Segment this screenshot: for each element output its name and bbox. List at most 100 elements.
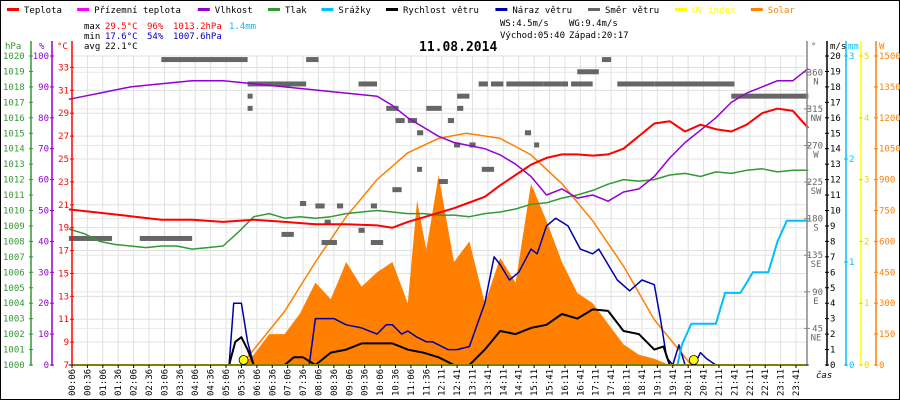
- wind-direction-mark: [457, 105, 464, 111]
- pressure-tick-label: 1019: [3, 67, 25, 77]
- temperature-tick-label: 21: [58, 201, 69, 211]
- wind-direction-mark: [386, 105, 399, 111]
- legend-label: Tlak: [285, 6, 307, 16]
- uv-tick-label: 0: [864, 361, 869, 371]
- direction-tick-label: S: [813, 224, 818, 234]
- humidity-tick-label: 0: [44, 361, 49, 371]
- wind-direction-mark: [392, 187, 402, 193]
- x-tick-label: 18:11: [623, 369, 633, 396]
- pressure-tick-label: 1013: [3, 160, 25, 170]
- x-tick-label: 09:36: [361, 369, 371, 396]
- x-tick-label: 02:36: [145, 369, 155, 396]
- pressure-tick-label: 1002: [3, 330, 25, 340]
- wind-direction-mark: [426, 105, 442, 111]
- wind-direction-mark: [321, 240, 337, 246]
- direction-tick-label: NW: [811, 114, 822, 124]
- wind-direction-mark: [438, 179, 448, 185]
- wind-direction-mark: [617, 81, 655, 87]
- wind-speed-tick-label: 12: [830, 176, 841, 186]
- humidity-unit: %: [39, 42, 45, 52]
- temperature-tick-label: 19: [58, 224, 69, 234]
- temperature-tick-label: 23: [58, 178, 69, 188]
- wind-direction-mark: [395, 118, 405, 124]
- solar-tick-label: 1200: [879, 114, 900, 124]
- pressure-tick-label: 1001: [3, 346, 25, 356]
- humidity-tick-label: 40: [38, 237, 49, 247]
- x-tick-label: 06:36: [268, 369, 278, 396]
- stat-ws: WS:4.5m/s: [500, 19, 549, 29]
- sunset-marker: [688, 355, 699, 365]
- series-solar-theoretical: [240, 132, 692, 366]
- wind-direction-mark: [534, 142, 540, 148]
- x-tick-label: 08:36: [330, 369, 340, 396]
- humidity-tick-label: 60: [38, 176, 49, 186]
- pressure-tick-label: 1004: [3, 299, 25, 309]
- pressure-tick-label: 1014: [3, 145, 25, 155]
- temperature-tick-label: 29: [58, 109, 69, 119]
- x-tick-label: 19:41: [669, 369, 679, 396]
- pressure-tick-label: 1007: [3, 253, 25, 263]
- wind-direction-mark: [247, 93, 253, 99]
- uv-tick-label: 5: [864, 52, 869, 62]
- humidity-tick-label: 10: [38, 330, 49, 340]
- wind-speed-tick-label: 6: [830, 268, 835, 278]
- direction-tick-value: 90: [812, 288, 823, 298]
- solar-tick-label: 300: [879, 299, 895, 309]
- direction-tick-label: E: [813, 297, 818, 307]
- rain-tick-label: 2: [849, 155, 854, 165]
- wind-speed-tick-label: 18: [830, 83, 841, 93]
- legend-swatch: [495, 8, 508, 11]
- wind-speed-tick-label: 5: [830, 284, 835, 294]
- legend-label: UV index: [692, 6, 736, 16]
- legend-label: Vlhkost: [215, 6, 253, 16]
- humidity-tick-label: 100: [33, 52, 49, 62]
- rain-tick-label: 3: [849, 52, 854, 62]
- legend-label: Přízemní teplota: [94, 6, 181, 16]
- direction-tick-value: 315: [807, 105, 823, 115]
- stat-max-temp: 29.5°C: [105, 22, 138, 32]
- wind-direction-mark: [447, 118, 455, 124]
- wind-direction-mark: [457, 93, 470, 99]
- chart-title: 11.08.2014: [419, 40, 497, 55]
- humidity-tick-label: 90: [38, 83, 49, 93]
- stat-sunrise: Východ:05:40: [500, 31, 565, 41]
- wind-speed-tick-label: 7: [830, 253, 835, 263]
- legend-label: Náraz větru: [512, 6, 572, 16]
- stats-panel: max 29.5°C 96% 1013.2hPa 1.4mm min 17.6°…: [84, 19, 629, 52]
- solar-tick-label: 1350: [879, 83, 900, 93]
- x-tick-label: 07:36: [299, 369, 309, 396]
- x-tick-label: 23:41: [792, 369, 802, 396]
- pressure-tick-label: 1012: [3, 176, 25, 186]
- solar-tick-label: 1050: [879, 145, 900, 155]
- temperature-tick-label: 13: [58, 292, 69, 302]
- wind-speed-tick-label: 14: [830, 145, 841, 155]
- x-tick-label: 07:06: [284, 369, 294, 396]
- humidity-tick-label: 30: [38, 268, 49, 278]
- wind-speed-tick-label: 8: [830, 237, 835, 247]
- x-tick-label: 10:36: [391, 369, 401, 396]
- pressure-tick-label: 1005: [3, 284, 25, 294]
- stat-wg: WG:9.4m/s: [569, 19, 618, 29]
- x-tick-label: 04:36: [207, 369, 217, 396]
- wind-direction-mark: [577, 69, 599, 75]
- pressure-tick-label: 1017: [3, 98, 25, 108]
- pressure-tick-label: 1015: [3, 129, 25, 139]
- x-tick-label: 11:36: [422, 369, 432, 396]
- x-tick-label: 22:41: [761, 369, 771, 396]
- stat-max-label: max: [84, 22, 101, 32]
- wind-speed-tick-label: 0: [830, 361, 835, 371]
- wind-speed-tick-label: 16: [830, 114, 841, 124]
- stat-avg-temp: 22.1°C: [105, 42, 138, 52]
- x-tick-label: 05:06: [222, 369, 232, 396]
- stat-min-temp: 17.6°C: [105, 32, 138, 42]
- direction-tick-value: 180: [807, 215, 823, 225]
- wind-direction-mark: [247, 105, 253, 111]
- direction-tick-value: 45: [812, 324, 823, 334]
- legend-label: Rychlost větru: [403, 6, 479, 16]
- legend-label: Směr větru: [605, 6, 659, 16]
- direction-tick-label: SW: [811, 187, 822, 197]
- wind-speed-unit: m/s: [830, 42, 846, 52]
- x-tick-label: 00:36: [83, 369, 93, 396]
- solar-tick-label: 600: [879, 237, 895, 247]
- x-tick-label: 21:11: [715, 369, 725, 396]
